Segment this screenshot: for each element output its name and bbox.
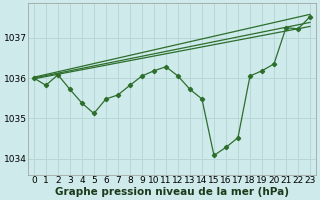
X-axis label: Graphe pression niveau de la mer (hPa): Graphe pression niveau de la mer (hPa) — [55, 187, 289, 197]
